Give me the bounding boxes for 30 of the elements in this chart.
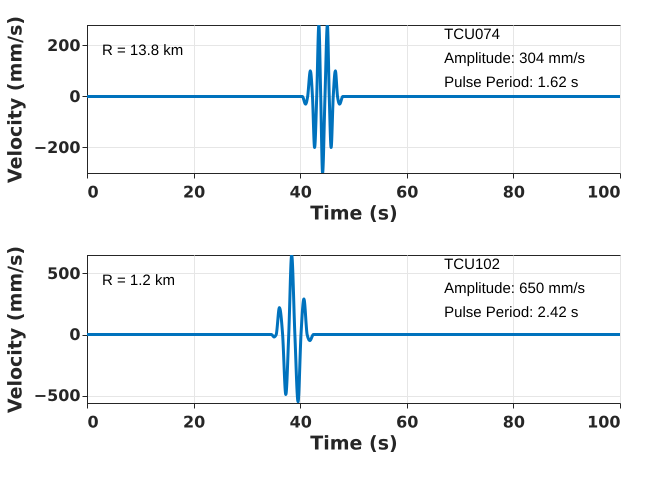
annotation: Amplitude: 650 mm/s xyxy=(444,280,585,297)
y-tick-label: 500 xyxy=(47,264,80,283)
x-axis-title: Time (s) xyxy=(310,202,398,224)
x-tick-label: 100 xyxy=(587,182,620,202)
y-tick-label: 200 xyxy=(47,36,80,55)
y-tick-label: −500 xyxy=(34,386,80,406)
x-tick-label: 60 xyxy=(396,182,418,202)
x-tick-label: 20 xyxy=(182,182,206,202)
x-tick-label: 40 xyxy=(290,182,312,202)
y-tick-label: 0 xyxy=(69,86,80,106)
annotation: Amplitude: 304 mm/s xyxy=(444,50,585,67)
y-tick-label: 0 xyxy=(69,325,80,344)
annotation: TCU074 xyxy=(444,26,500,43)
x-axis-title: Time (s) xyxy=(310,432,398,454)
annotation: R = 13.8 km xyxy=(102,42,184,59)
annotation: TCU102 xyxy=(444,256,500,273)
x-tick-label: 20 xyxy=(182,412,206,432)
y-tick-label: −200 xyxy=(34,138,80,157)
annotation: Pulse Period: 1.62 s xyxy=(444,74,578,91)
y-axis-title: Velocity (mm/s) xyxy=(4,246,27,414)
x-tick-label: 80 xyxy=(502,182,526,202)
x-tick-label: 100 xyxy=(587,412,620,432)
annotation: Pulse Period: 2.42 s xyxy=(444,304,578,321)
x-tick-label: 60 xyxy=(396,412,418,432)
x-tick-label: 80 xyxy=(502,412,526,432)
x-tick-label: 40 xyxy=(290,412,312,432)
x-tick-label: 0 xyxy=(88,412,99,432)
x-tick-label: 0 xyxy=(88,182,99,202)
annotation: R = 1.2 km xyxy=(102,272,175,289)
y-axis-title: Velocity (mm/s) xyxy=(4,16,27,184)
